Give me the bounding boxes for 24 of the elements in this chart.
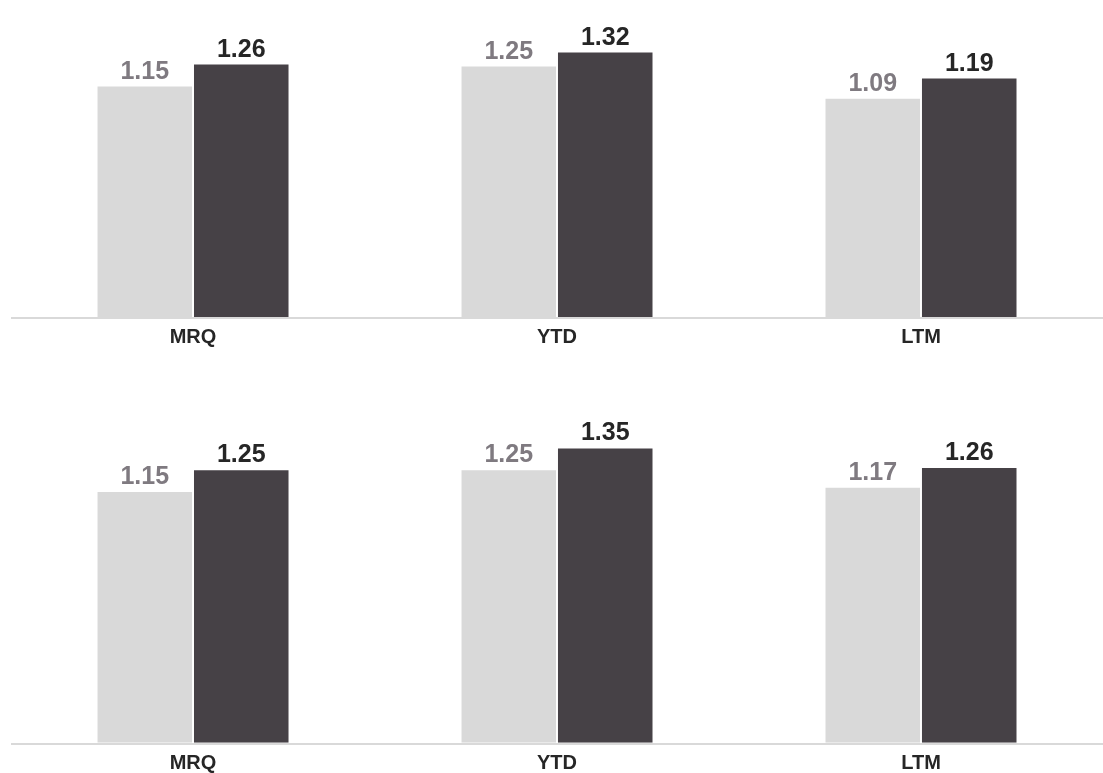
data-label: 1.09: [848, 67, 898, 96]
bar: [921, 468, 1017, 743]
data-label: 1.35: [580, 417, 630, 446]
bar: [193, 470, 289, 743]
x-tick-label: MRQ: [169, 750, 217, 773]
data-label: 1.25: [484, 35, 534, 64]
x-tick-label: YTD: [537, 324, 578, 347]
data-label: 1.32: [580, 21, 630, 50]
data-label: 1.17: [848, 456, 898, 485]
x-tick-label: MRQ: [169, 324, 217, 347]
x-tick-label: LTM: [901, 750, 941, 773]
data-label: 1.26: [944, 437, 994, 466]
bar: [193, 64, 289, 317]
data-label: 1.15: [120, 461, 170, 489]
data-label: 1.19: [944, 47, 994, 76]
bar: [921, 78, 1017, 317]
data-label: 1.26: [216, 33, 266, 62]
bar: [557, 448, 653, 743]
x-tick-label: LTM: [901, 324, 941, 347]
bar: [557, 52, 653, 317]
data-label: 1.15: [120, 55, 170, 84]
data-label: 1.25: [484, 439, 534, 468]
x-tick-label: YTD: [537, 750, 578, 773]
data-label: 1.25: [216, 439, 266, 468]
